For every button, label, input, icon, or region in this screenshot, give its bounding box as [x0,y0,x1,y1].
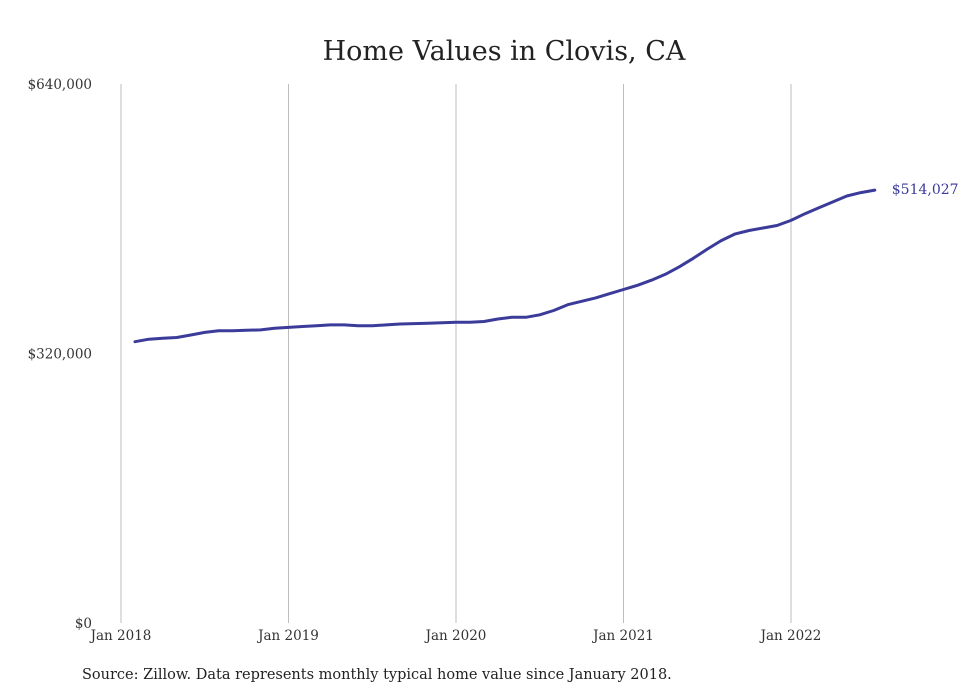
x-tick-label: Jan 2019 [256,628,319,644]
x-tick-label: Jan 2021 [591,628,654,644]
y-tick-label: $320,000 [28,347,92,363]
y-tick-label: $0 [75,616,92,632]
x-tick-label: Jan 2020 [424,628,487,644]
chart-title: Home Values in Clovis, CA [323,36,686,67]
x-tick-label: Jan 2018 [89,628,152,644]
gridlines [120,84,792,623]
line-chart: Home Values in Clovis, CA $0 $320,000 $640… [28,36,959,644]
x-tick-label: Jan 2022 [759,628,822,644]
series-line [133,188,877,344]
x-axis: Jan 2018 Jan 2019 Jan 2020 Jan 2021 Jan 2022 [89,628,822,644]
source-note: Source: Zillow. Data represents monthly … [82,667,672,683]
y-tick-label: $640,000 [28,77,92,93]
y-axis: $0 $320,000 $640,000 [28,77,92,632]
end-value-label: $514,027 [892,182,959,198]
series: $514,027 [133,182,959,344]
